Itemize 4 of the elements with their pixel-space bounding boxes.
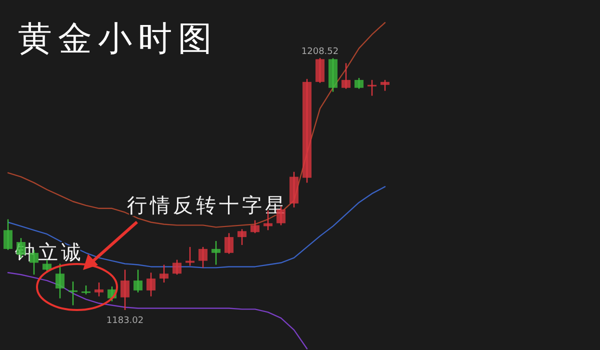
annotation: 行情反转十字星 [127, 193, 288, 217]
chart-title: 黄金小时图 [18, 19, 218, 59]
annotation: 1183.02 [106, 316, 144, 326]
annotation: 1208.52 [301, 47, 339, 57]
